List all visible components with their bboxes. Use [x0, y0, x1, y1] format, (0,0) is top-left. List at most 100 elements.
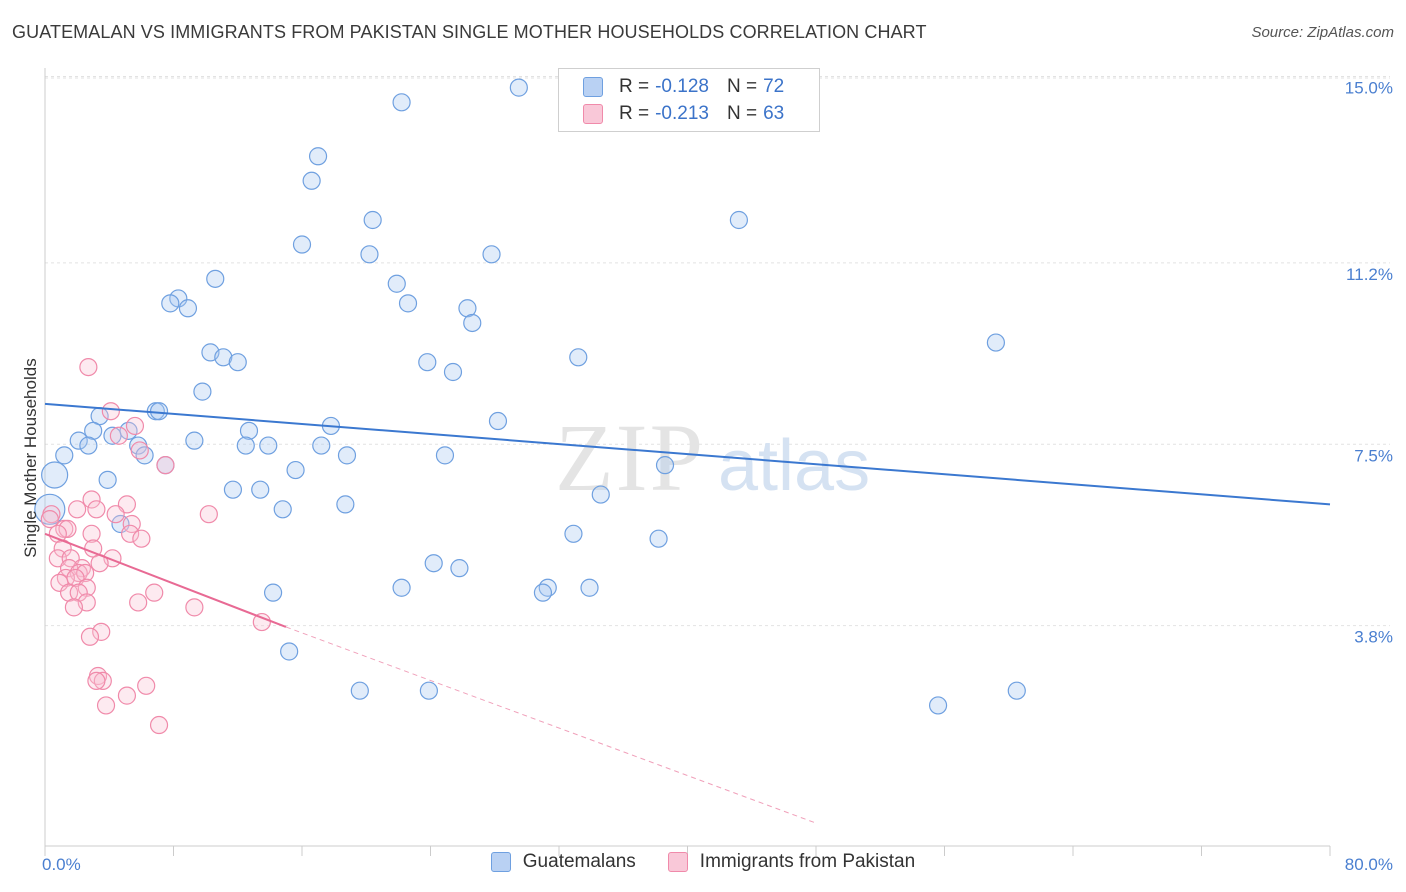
- point-pakistan: [199, 505, 218, 524]
- legend-swatch-pink: [583, 104, 603, 124]
- point-pakistan: [117, 686, 137, 705]
- point-pakistan: [82, 524, 101, 543]
- point-guatemalans: [292, 235, 312, 254]
- point-guatemalans: [236, 436, 255, 455]
- point-pakistan: [80, 627, 100, 646]
- legend-n-value: 72: [763, 76, 785, 97]
- trend-line-pakistan: [44, 532, 287, 628]
- point-guatemalans: [280, 642, 299, 661]
- point-guatemalans: [450, 559, 469, 578]
- point-guatemalans: [443, 362, 463, 382]
- point-guatemalans: [564, 524, 583, 543]
- point-pakistan: [125, 416, 145, 436]
- point-pakistan: [121, 524, 140, 543]
- point-guatemalans: [424, 554, 443, 573]
- point-guatemalans: [178, 299, 198, 318]
- point-guatemalans: [418, 353, 437, 372]
- legend-swatch-blue: [490, 852, 511, 872]
- point-pakistan: [252, 612, 271, 632]
- legend-swatch-pink: [667, 852, 688, 872]
- point-pakistan: [137, 676, 156, 695]
- legend-r-value: -0.213: [655, 103, 709, 124]
- point-pakistan: [185, 598, 204, 617]
- point-guatemalans: [655, 456, 675, 475]
- point-guatemalans: [41, 461, 69, 489]
- point-pakistan: [82, 490, 101, 509]
- point-pakistan: [145, 583, 164, 602]
- point-guatemalans: [398, 294, 418, 313]
- legend-item-guatemalans[interactable]: Guatemalans: [490, 851, 636, 873]
- point-guatemalans: [458, 299, 477, 318]
- watermark-zip: ZIP: [555, 404, 705, 511]
- data-points: [34, 78, 1026, 735]
- point-guatemalans: [251, 480, 270, 499]
- point-guatemalans: [302, 171, 321, 190]
- point-guatemalans: [79, 436, 98, 455]
- point-pakistan: [72, 559, 92, 578]
- point-pakistan: [64, 598, 84, 617]
- point-pakistan: [76, 563, 95, 583]
- point-guatemalans: [363, 210, 382, 230]
- point-guatemalans: [580, 578, 599, 597]
- point-guatemalans: [312, 436, 331, 455]
- x-tick-label-max: 80.0%: [1345, 855, 1393, 874]
- legend-row-guatemalans: R = -0.128 N = 72: [583, 74, 784, 100]
- point-guatemalans: [337, 446, 357, 465]
- point-pakistan: [87, 500, 106, 519]
- point-guatemalans: [387, 274, 406, 293]
- point-guatemalans: [1007, 681, 1026, 700]
- y-axis-label: Single Mother Households: [21, 358, 40, 557]
- point-pakistan: [96, 696, 116, 715]
- chart-title: GUATEMALAN VS IMMIGRANTS FROM PAKISTAN S…: [12, 22, 927, 42]
- point-guatemalans: [273, 500, 292, 519]
- y-tick-label: 7.5%: [1354, 446, 1393, 465]
- point-guatemalans: [463, 313, 482, 333]
- y-tick-label: 3.8%: [1354, 628, 1393, 647]
- legend-label-pakistan: Immigrants from Pakistan: [699, 851, 916, 872]
- legend-r-value: -0.128: [655, 76, 709, 97]
- grid-lines: [45, 76, 1390, 627]
- point-guatemalans: [392, 578, 411, 597]
- point-guatemalans: [98, 470, 117, 489]
- point-pakistan: [92, 622, 111, 641]
- point-pakistan: [93, 671, 112, 691]
- point-guatemalans: [488, 411, 508, 431]
- point-guatemalans: [482, 245, 501, 264]
- point-pakistan: [40, 509, 59, 529]
- point-pakistan: [129, 593, 148, 612]
- point-guatemalans: [239, 421, 259, 440]
- axes: [44, 68, 1331, 856]
- point-pakistan: [58, 519, 77, 539]
- point-pakistan: [106, 505, 125, 524]
- point-guatemalans: [149, 402, 169, 421]
- point-guatemalans: [214, 348, 233, 367]
- point-guatemalans: [263, 583, 283, 602]
- point-guatemalans: [69, 431, 88, 450]
- point-guatemalans: [84, 421, 103, 440]
- legend-row-pakistan: R = -0.213 N = 63: [583, 101, 784, 127]
- point-guatemalans: [206, 269, 225, 288]
- point-guatemalans: [259, 436, 278, 455]
- legend-swatch-blue: [583, 77, 603, 97]
- legend-r-label: R =: [619, 76, 650, 97]
- point-guatemalans: [161, 294, 180, 313]
- point-guatemalans: [193, 382, 212, 401]
- legend-n-label: N =: [726, 76, 758, 97]
- point-guatemalans: [55, 446, 74, 465]
- trend-line-pakistan-extension: [285, 626, 817, 824]
- point-pakistan: [101, 402, 120, 421]
- y-tick-label: 15.0%: [1345, 79, 1393, 98]
- axis-labels: 3.8% 7.5% 11.2% 15.0% 0.0% 80.0% Single Mother…: [21, 79, 1393, 874]
- point-pakistan: [149, 715, 169, 735]
- legend-n-value: 63: [763, 103, 785, 124]
- legend-item-pakistan[interactable]: Immigrants from Pakistan: [667, 851, 916, 873]
- point-guatemalans: [591, 485, 610, 504]
- point-guatemalans: [350, 681, 369, 700]
- point-guatemalans: [533, 583, 553, 602]
- point-guatemalans: [185, 431, 204, 450]
- x-tick-label-min: 0.0%: [42, 855, 81, 874]
- point-pakistan: [87, 671, 106, 691]
- trend-lines: [44, 402, 1331, 824]
- point-pakistan: [109, 426, 128, 445]
